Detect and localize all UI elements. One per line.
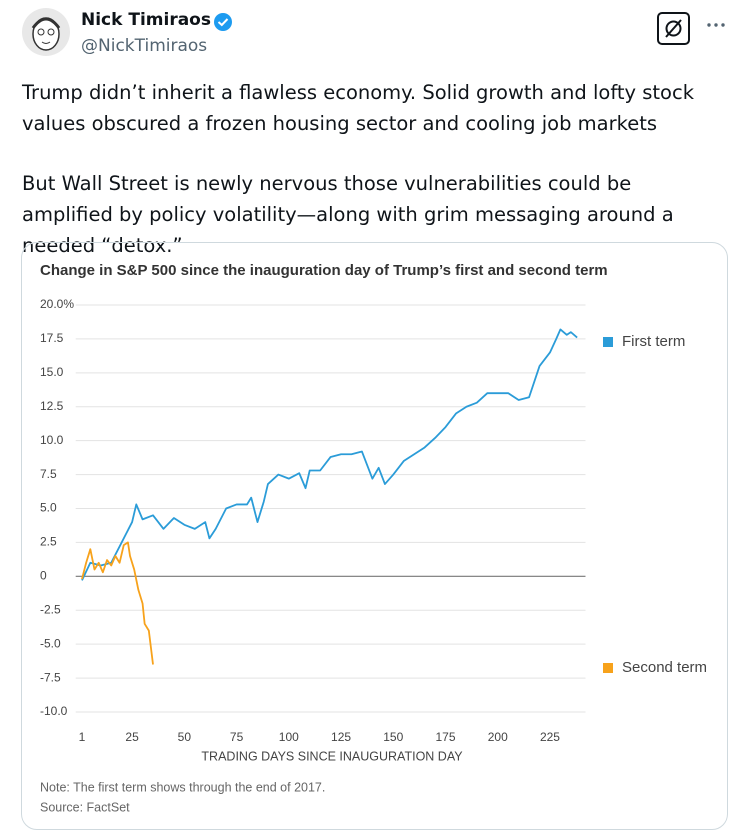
- y-tick-label: 2.5: [40, 535, 57, 549]
- author-name[interactable]: Nick Timiraos: [81, 10, 211, 30]
- chart-title: Change in S&P 500 since the inauguration…: [40, 262, 608, 279]
- x-tick-label: 225: [540, 730, 560, 744]
- y-tick-label: -10.0: [40, 704, 68, 718]
- y-tick-label: -2.5: [40, 602, 61, 616]
- x-tick-label: 1: [79, 730, 86, 744]
- y-tick-label: 10.0: [40, 433, 64, 447]
- y-tick-label: -7.5: [40, 670, 61, 684]
- x-tick-label: 200: [488, 730, 508, 744]
- y-tick-label: -5.0: [40, 636, 61, 650]
- y-tick-label: 15.0: [40, 365, 64, 379]
- series-line: [81, 328, 578, 581]
- grok-icon: [665, 19, 682, 38]
- x-axis-label: TRADING DAYS SINCE INAUGURATION DAY: [201, 749, 463, 763]
- x-tick-label: 75: [230, 730, 244, 744]
- avatar-drawing: [31, 17, 61, 51]
- tweet-text: Trump didn’t inherit a flawless economy.…: [22, 77, 722, 290]
- y-tick-label: 7.5: [40, 467, 57, 481]
- avatar[interactable]: [22, 8, 70, 56]
- y-tick-label: 12.5: [40, 399, 64, 413]
- legend-label: First term: [622, 333, 685, 350]
- more-button[interactable]: [706, 20, 728, 30]
- legend-swatch: [603, 337, 613, 347]
- legend-label: Second term: [622, 659, 707, 676]
- x-tick-label: 25: [125, 730, 139, 744]
- y-tick-label: 5.0: [40, 501, 57, 515]
- chart: Change in S&P 500 since the inauguration…: [40, 262, 707, 814]
- author-handle[interactable]: @NickTimiraos: [81, 36, 208, 56]
- verified-badge: [214, 13, 232, 31]
- media-card[interactable]: [21, 242, 728, 830]
- y-tick-label: 20.0%: [40, 297, 74, 311]
- y-tick-label: 0: [40, 569, 47, 583]
- x-tick-label: 100: [279, 730, 299, 744]
- y-tick-label: 17.5: [40, 331, 64, 345]
- x-tick-label: 175: [435, 730, 455, 744]
- chart-note: Note: The first term shows through the e…: [40, 780, 325, 794]
- tweet-paragraph: But Wall Street is newly nervous those v…: [22, 172, 674, 257]
- series-line: [81, 541, 154, 665]
- chart-source: Source: FactSet: [40, 800, 130, 814]
- grok-button[interactable]: [657, 12, 690, 45]
- x-tick-label: 150: [383, 730, 403, 744]
- x-tick-label: 125: [331, 730, 351, 744]
- tweet-paragraph: Trump didn’t inherit a flawless economy.…: [22, 81, 694, 135]
- legend-swatch: [603, 663, 613, 673]
- x-tick-label: 50: [178, 730, 192, 744]
